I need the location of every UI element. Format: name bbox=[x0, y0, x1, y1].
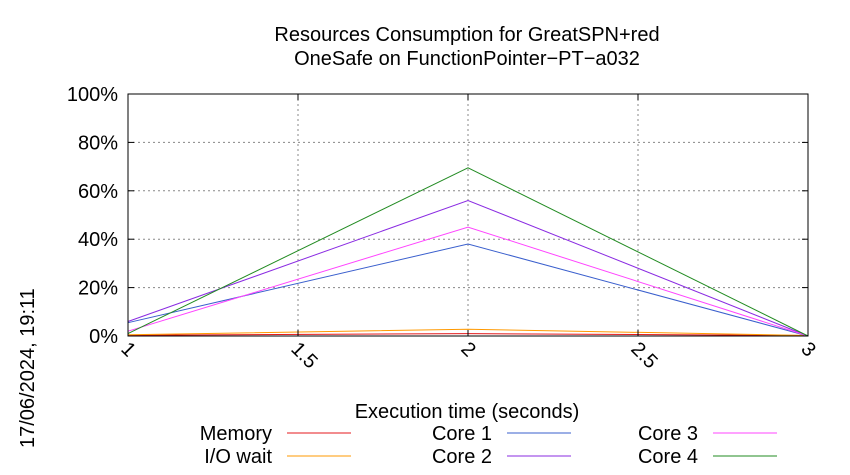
legend-item-core-4: Core 4 bbox=[638, 446, 777, 468]
grid bbox=[128, 94, 808, 336]
series-line-i-o-wait bbox=[127, 328, 809, 336]
chart-title: Resources Consumption for GreatSPN+red O… bbox=[274, 24, 659, 70]
timestamp: 17/06/2024, 19:11 bbox=[17, 288, 39, 448]
legend-item-core-2: Core 2 bbox=[432, 446, 571, 468]
series-line-core-4 bbox=[127, 167, 809, 337]
legend-label: Core 1 bbox=[432, 423, 492, 445]
x-tick-label: 2.5 bbox=[626, 338, 661, 373]
y-tick-label: 80% bbox=[78, 132, 118, 154]
x-tick-label: 1 bbox=[116, 338, 139, 361]
x-tick-label: 3 bbox=[796, 338, 819, 361]
y-tick-label: 40% bbox=[78, 229, 118, 251]
y-tick-label: 0% bbox=[89, 326, 118, 348]
legend-item-core-3: Core 3 bbox=[638, 423, 777, 445]
legend-label: I/O wait bbox=[204, 446, 272, 468]
legend-item-memory: Memory bbox=[200, 423, 351, 445]
legend-item-core-1: Core 1 bbox=[432, 423, 571, 445]
legend-label: Core 4 bbox=[638, 446, 698, 468]
x-axis-label: Execution time (seconds) bbox=[355, 401, 580, 423]
legend-label: Core 3 bbox=[638, 423, 698, 445]
legend-label: Core 2 bbox=[432, 446, 492, 468]
chart-title-line-2: OneSafe on FunctionPointer−PT−a032 bbox=[294, 48, 640, 70]
series-line-core-2 bbox=[127, 199, 809, 337]
series-line-core-3 bbox=[127, 226, 809, 337]
x-tick-label: 2 bbox=[456, 338, 479, 361]
y-axis: 0% 20% 40% 60% 80% 100% bbox=[67, 84, 808, 348]
x-tick-label: 1.5 bbox=[286, 338, 321, 373]
y-tick-label: 100% bbox=[67, 84, 118, 106]
chart-title-line-1: Resources Consumption for GreatSPN+red bbox=[274, 24, 659, 46]
y-tick-label: 60% bbox=[78, 181, 118, 203]
y-tick-label: 20% bbox=[78, 278, 118, 300]
legend-item-i-o-wait: I/O wait bbox=[204, 446, 351, 468]
legend-label: Memory bbox=[200, 423, 272, 445]
